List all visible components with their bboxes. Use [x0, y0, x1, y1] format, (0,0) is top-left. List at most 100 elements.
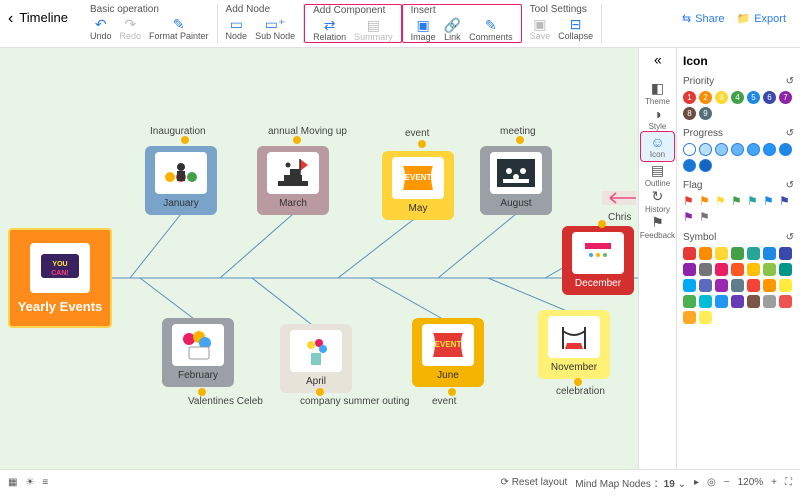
- progress-4[interactable]: [747, 143, 760, 156]
- priority-9[interactable]: 9: [699, 107, 712, 120]
- symbol-3[interactable]: [731, 247, 744, 260]
- node-jun[interactable]: EVENTJune: [412, 318, 484, 387]
- priority-5[interactable]: 5: [747, 91, 760, 104]
- symbol-16[interactable]: [715, 279, 728, 292]
- progress-1[interactable]: [699, 143, 712, 156]
- tab-style[interactable]: ◑Style: [640, 106, 675, 131]
- priority-1[interactable]: 1: [683, 91, 696, 104]
- symbol-4[interactable]: [747, 247, 760, 260]
- progress-0[interactable]: [683, 143, 696, 156]
- symbol-20[interactable]: [779, 279, 792, 292]
- flag-7[interactable]: ⚑: [683, 211, 696, 224]
- toolbar-comments[interactable]: ✎Comments: [469, 18, 513, 42]
- fullscreen-icon[interactable]: ⛶: [785, 477, 792, 488]
- toolbar-node[interactable]: ▭Node: [226, 17, 248, 41]
- flag-2[interactable]: ⚑: [715, 195, 728, 208]
- zoom-out[interactable]: −: [724, 477, 730, 488]
- symbol-8[interactable]: [699, 263, 712, 276]
- symbol-26[interactable]: [763, 295, 776, 308]
- symbol-7[interactable]: [683, 263, 696, 276]
- zoom-in[interactable]: +: [771, 477, 777, 488]
- reset-icon[interactable]: ↺: [786, 76, 794, 87]
- progress-2[interactable]: [715, 143, 728, 156]
- reset-icon[interactable]: ↺: [786, 232, 794, 243]
- node-attach-jun[interactable]: event: [432, 396, 456, 407]
- symbol-19[interactable]: [763, 279, 776, 292]
- symbol-24[interactable]: [731, 295, 744, 308]
- view-icon[interactable]: ▦: [8, 477, 17, 488]
- node-attach-dec[interactable]: Chris: [608, 212, 631, 223]
- flag-5[interactable]: ⚑: [763, 195, 776, 208]
- node-nov[interactable]: November: [538, 310, 610, 379]
- symbol-18[interactable]: [747, 279, 760, 292]
- export-button[interactable]: 📁Export: [737, 12, 787, 25]
- node-jan[interactable]: January: [145, 146, 217, 215]
- toolbar-relation[interactable]: ⇄Relation: [313, 18, 346, 42]
- symbol-15[interactable]: [699, 279, 712, 292]
- progress-5[interactable]: [763, 143, 776, 156]
- node-aug[interactable]: August: [480, 146, 552, 215]
- flag-0[interactable]: ⚑: [683, 195, 696, 208]
- toolbar-collapse[interactable]: ⊟Collapse: [558, 17, 593, 41]
- view-icon[interactable]: ☀: [25, 477, 34, 488]
- symbol-13[interactable]: [779, 263, 792, 276]
- symbol-9[interactable]: [715, 263, 728, 276]
- canvas[interactable]: YOU CAN! Yearly Events JanuaryInaugurati…: [0, 48, 638, 469]
- collapse-panel-button[interactable]: »: [654, 54, 662, 70]
- symbol-14[interactable]: [683, 279, 696, 292]
- share-button[interactable]: ⇆Share: [682, 12, 725, 25]
- tab-icon[interactable]: ☺Icon: [640, 131, 675, 162]
- symbol-11[interactable]: [747, 263, 760, 276]
- priority-8[interactable]: 8: [683, 107, 696, 120]
- flag-3[interactable]: ⚑: [731, 195, 744, 208]
- node-attach-apr[interactable]: company summer outing: [300, 396, 410, 407]
- node-may[interactable]: EVENTMay: [382, 151, 454, 220]
- reset-layout-button[interactable]: ⟳ Reset layout: [501, 477, 568, 488]
- node-attach-may[interactable]: event: [405, 128, 429, 139]
- flag-4[interactable]: ⚑: [747, 195, 760, 208]
- flag-6[interactable]: ⚑: [779, 195, 792, 208]
- toolbar-undo[interactable]: ↶Undo: [90, 17, 112, 41]
- symbol-22[interactable]: [699, 295, 712, 308]
- symbol-17[interactable]: [731, 279, 744, 292]
- toolbar-link[interactable]: 🔗Link: [444, 18, 461, 42]
- tab-outline[interactable]: ▤Outline: [640, 162, 675, 188]
- symbol-28[interactable]: [683, 311, 696, 324]
- symbol-2[interactable]: [715, 247, 728, 260]
- toolbar-sub-node[interactable]: ▭⁺Sub Node: [255, 17, 295, 41]
- toolbar-image[interactable]: ▣Image: [411, 18, 436, 42]
- priority-2[interactable]: 2: [699, 91, 712, 104]
- progress-3[interactable]: [731, 143, 744, 156]
- progress-7[interactable]: [683, 159, 696, 172]
- focus-icon[interactable]: ◎: [707, 477, 716, 488]
- root-node[interactable]: YOU CAN! Yearly Events: [8, 228, 112, 328]
- node-attach-nov[interactable]: celebration: [556, 386, 605, 397]
- node-attach-feb[interactable]: Valentines Celeb: [188, 396, 263, 407]
- node-mar[interactable]: March: [257, 146, 329, 215]
- symbol-0[interactable]: [683, 247, 696, 260]
- priority-6[interactable]: 6: [763, 91, 776, 104]
- node-apr[interactable]: April: [280, 324, 352, 393]
- priority-3[interactable]: 3: [715, 91, 728, 104]
- view-icon[interactable]: ≡: [42, 477, 48, 488]
- symbol-21[interactable]: [683, 295, 696, 308]
- symbol-12[interactable]: [763, 263, 776, 276]
- tab-history[interactable]: ↻History: [640, 188, 675, 214]
- priority-7[interactable]: 7: [779, 91, 792, 104]
- symbol-29[interactable]: [699, 311, 712, 324]
- progress-8[interactable]: [699, 159, 712, 172]
- toolbar-format-painter[interactable]: ✎Format Painter: [149, 17, 209, 41]
- flag-8[interactable]: ⚑: [699, 211, 712, 224]
- priority-4[interactable]: 4: [731, 91, 744, 104]
- symbol-1[interactable]: [699, 247, 712, 260]
- back-button[interactable]: ‹: [8, 10, 13, 28]
- node-dec[interactable]: December: [562, 226, 634, 295]
- symbol-27[interactable]: [779, 295, 792, 308]
- reset-icon[interactable]: ↺: [786, 180, 794, 191]
- presentation-icon[interactable]: ▸: [694, 477, 699, 488]
- tab-theme[interactable]: ◧Theme: [640, 80, 675, 106]
- tab-feedback[interactable]: ⚑Feedback: [640, 214, 675, 240]
- progress-6[interactable]: [779, 143, 792, 156]
- symbol-10[interactable]: [731, 263, 744, 276]
- symbol-5[interactable]: [763, 247, 776, 260]
